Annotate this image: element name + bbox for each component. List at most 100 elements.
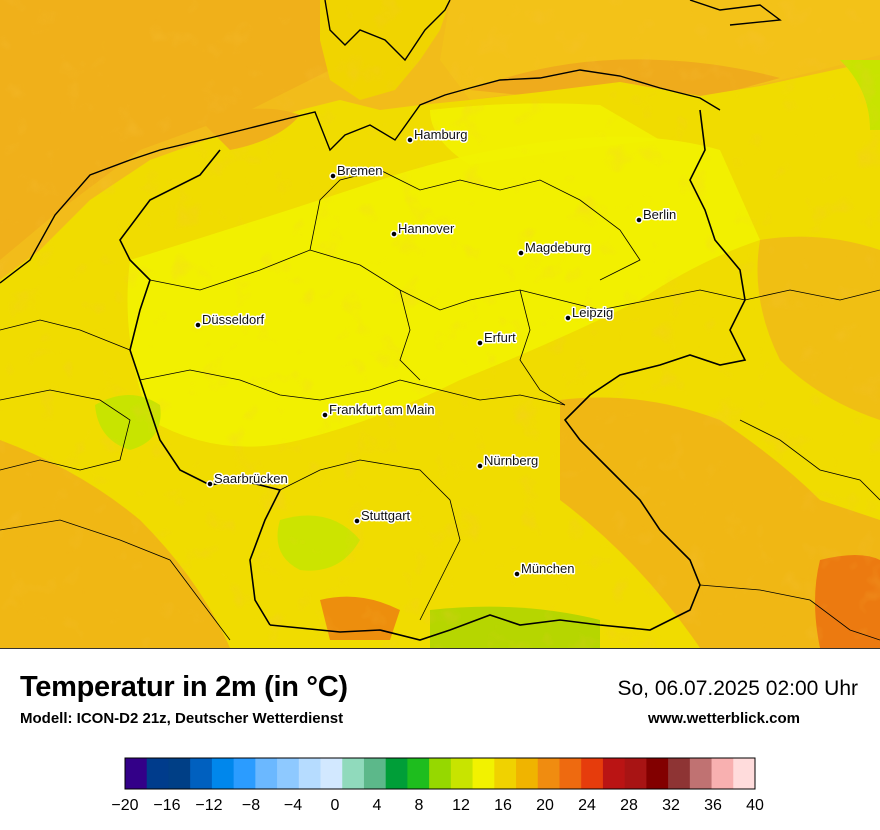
map-canvas: Hamburg Bremen Berlin Hannover Magdeburg Düss… bbox=[0, 0, 880, 648]
city-label: Düsseldorf bbox=[202, 312, 265, 327]
legend-swatch bbox=[125, 758, 148, 789]
city-marker: Saarbrücken bbox=[206, 470, 289, 488]
color-legend: −20 −16 −12 −8 −4 0 4 8 12 16 20 24 28 32 36 40 bbox=[0, 750, 880, 825]
border-germany-west bbox=[119, 149, 282, 626]
city-label: München bbox=[521, 561, 574, 576]
legend-tick-label: −8 bbox=[242, 797, 260, 814]
state-lines-4 bbox=[309, 169, 641, 281]
legend-tick-label: 0 bbox=[331, 797, 340, 814]
city-marker: Nürnberg bbox=[476, 452, 540, 470]
city-dot bbox=[517, 249, 525, 257]
legend-tick-label: 12 bbox=[452, 797, 470, 814]
city-marker: Erfurt bbox=[476, 329, 518, 347]
map-title: Temperatur in 2m (in °C) bbox=[20, 671, 348, 703]
city-marker: Bremen bbox=[329, 162, 384, 180]
city-label: Leipzig bbox=[572, 305, 613, 320]
legend-swatch bbox=[407, 758, 430, 789]
city-marker: Frankfurt am Main bbox=[321, 401, 436, 419]
city-dot bbox=[321, 411, 329, 419]
state-lines-czech bbox=[739, 419, 880, 501]
state-lines-austria bbox=[699, 584, 880, 641]
legend-swatch bbox=[450, 758, 474, 789]
legend-swatch bbox=[146, 758, 169, 789]
legend-swatch bbox=[581, 758, 604, 789]
legend-swatch bbox=[689, 758, 713, 789]
city-dot bbox=[476, 339, 484, 347]
legend-tick-label: −12 bbox=[195, 797, 222, 814]
city-marker: Leipzig bbox=[564, 304, 615, 322]
state-lines-1 bbox=[149, 249, 746, 311]
state-lines-netherlands bbox=[0, 319, 131, 351]
legend-swatch bbox=[559, 758, 582, 789]
city-dot bbox=[476, 462, 484, 470]
legend-tick-label: 24 bbox=[578, 797, 596, 814]
forecast-datetime: So, 06.07.2025 02:00 Uhr bbox=[617, 677, 858, 700]
border-germany-east-south bbox=[269, 109, 747, 641]
city-dot bbox=[194, 321, 202, 329]
legend-tick-label: 32 bbox=[662, 797, 680, 814]
city-label: Hannover bbox=[398, 221, 455, 236]
city-dot bbox=[206, 480, 214, 488]
legend-swatch bbox=[624, 758, 647, 789]
legend-swatch bbox=[733, 758, 756, 789]
borders bbox=[0, 0, 880, 641]
coastline-denmark bbox=[324, 0, 451, 62]
legend-swatch bbox=[320, 758, 343, 789]
legend-swatch bbox=[494, 758, 517, 789]
city-marker: Hamburg bbox=[406, 126, 469, 144]
legend-swatch bbox=[385, 758, 408, 789]
legend-swatch bbox=[668, 758, 691, 789]
legend-tick-label: 20 bbox=[536, 797, 554, 814]
state-lines-poland bbox=[744, 289, 880, 301]
legend-swatch bbox=[516, 758, 539, 789]
legend-swatch bbox=[429, 758, 452, 789]
legend-swatch bbox=[277, 758, 300, 789]
city-dot bbox=[353, 517, 361, 525]
city-label: Stuttgart bbox=[361, 508, 411, 523]
legend-tick-label: 28 bbox=[620, 797, 638, 814]
legend-tick-label: 4 bbox=[373, 797, 382, 814]
legend-tick-label: −20 bbox=[111, 797, 138, 814]
city-label: Saarbrücken bbox=[214, 471, 288, 486]
legend-tick-label: 16 bbox=[494, 797, 512, 814]
city-marker: Stuttgart bbox=[353, 507, 412, 525]
state-lines-3 bbox=[279, 459, 461, 621]
city-dot bbox=[635, 216, 643, 224]
city-dot bbox=[329, 172, 337, 180]
legend-tick-label: 40 bbox=[746, 797, 764, 814]
city-dot bbox=[564, 314, 572, 322]
legend-swatch bbox=[342, 758, 365, 789]
state-lines-benelux bbox=[0, 389, 131, 471]
legend-swatch bbox=[537, 758, 560, 789]
legend-swatch bbox=[646, 758, 669, 789]
legend-swatch bbox=[472, 758, 495, 789]
legend-swatch bbox=[168, 758, 191, 789]
legend-swatch bbox=[211, 758, 235, 789]
legend-swatch bbox=[298, 758, 322, 789]
city-dot bbox=[406, 136, 414, 144]
legend-swatch bbox=[255, 758, 278, 789]
state-lines-france bbox=[0, 519, 231, 641]
website-link[interactable]: www.wetterblick.com bbox=[648, 710, 800, 727]
legend-swatch bbox=[233, 758, 256, 789]
city-marker: München bbox=[513, 560, 576, 578]
city-marker: Hannover bbox=[390, 220, 457, 238]
city-label: Bremen bbox=[337, 163, 383, 178]
temperature-map: Hamburg Bremen Berlin Hannover Magdeburg Düss… bbox=[0, 0, 880, 649]
legend-swatch bbox=[190, 758, 213, 789]
city-marker: Düsseldorf bbox=[194, 311, 266, 329]
coastline-north bbox=[0, 69, 721, 284]
city-markers: Hamburg Bremen Berlin Hannover Magdeburg Düss… bbox=[194, 126, 678, 578]
coastline-island bbox=[689, 0, 782, 26]
legend-tick-label: −4 bbox=[284, 797, 302, 814]
city-label: Berlin bbox=[643, 207, 676, 222]
model-info: Modell: ICON-D2 21z, Deutscher Wetterdie… bbox=[20, 710, 344, 727]
legend-tick-label: −16 bbox=[153, 797, 180, 814]
legend-canvas: −20 −16 −12 −8 −4 0 4 8 12 16 20 24 28 32 36 40 bbox=[111, 757, 764, 814]
legend-swatch bbox=[363, 758, 387, 789]
state-lines-2 bbox=[139, 369, 566, 406]
city-label: Hamburg bbox=[414, 127, 467, 142]
legend-border bbox=[124, 757, 756, 790]
state-lines-6 bbox=[519, 289, 566, 406]
legend-swatch bbox=[602, 758, 626, 789]
